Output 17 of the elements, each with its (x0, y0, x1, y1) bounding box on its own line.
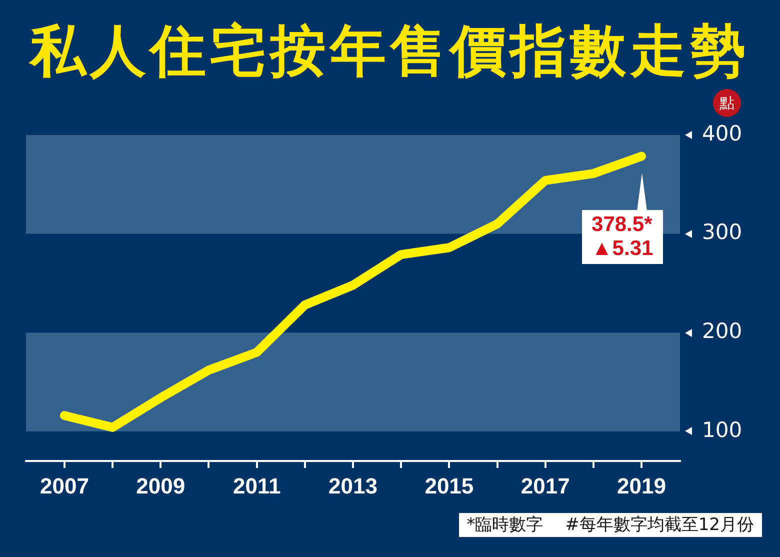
x-tick-label: 2011 (232, 473, 281, 498)
x-tick-label: 2013 (328, 473, 378, 498)
text: #每年數字均截至12月份 (565, 514, 754, 537)
annotation: ▲5.31 (592, 237, 654, 260)
y-tick-label: 300 (702, 220, 742, 244)
x-tick-label: 2009 (136, 473, 186, 498)
x-tick-label: 2015 (424, 473, 474, 498)
x-tick-label: 2019 (617, 473, 666, 498)
text: *臨時數字 (466, 514, 544, 537)
annotation: 378.5* (592, 213, 652, 236)
y-tick-label: 200 (702, 319, 742, 344)
y-axis-title: 點 (713, 89, 741, 117)
y-tick-label: 100 (702, 418, 742, 442)
y-tick-label: 400 (702, 121, 742, 146)
x-tick-label: 2017 (520, 473, 570, 498)
chart-title: 私人住宅按年售價指數走勢 (28, 18, 751, 86)
x-tick-label: 2007 (40, 473, 89, 498)
